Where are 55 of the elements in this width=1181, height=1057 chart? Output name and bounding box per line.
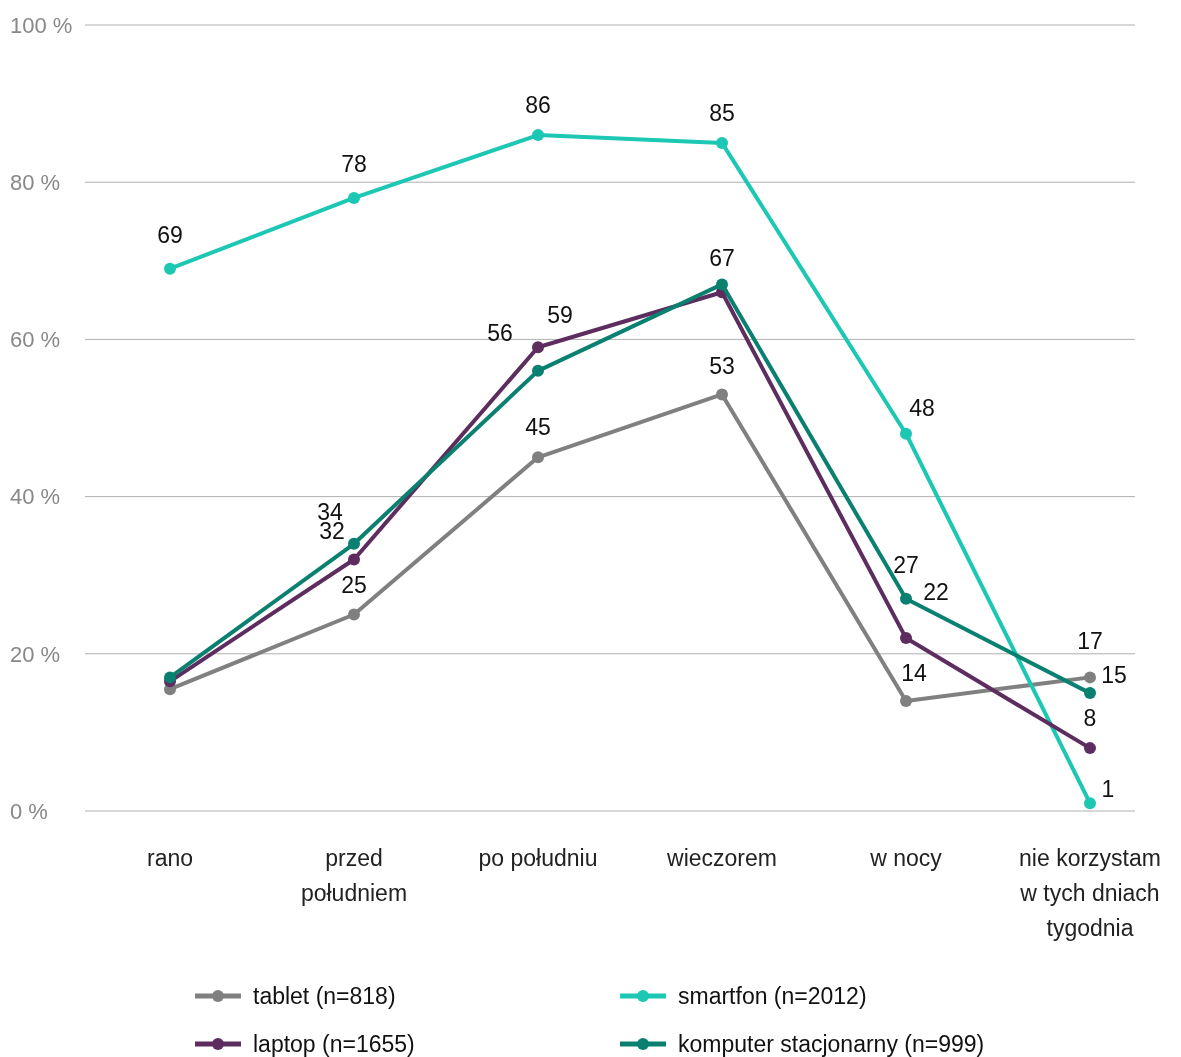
data-label: 53 — [709, 353, 735, 380]
legend-label: smartfon (n=2012) — [678, 983, 867, 1010]
point — [900, 592, 912, 605]
y-tick-label: 60 % — [10, 327, 61, 353]
data-label: 1 — [1101, 776, 1115, 803]
point — [348, 553, 360, 566]
point — [348, 537, 360, 550]
legend-label: laptop (n=1655) — [253, 1031, 415, 1057]
data-label: 8 — [1083, 705, 1097, 732]
point — [164, 262, 176, 275]
data-label: 78 — [341, 150, 367, 177]
point — [348, 608, 360, 621]
point — [900, 694, 912, 707]
point — [1084, 742, 1096, 755]
legend-label: tablet (n=818) — [253, 983, 396, 1010]
point — [532, 451, 544, 464]
point — [348, 191, 360, 204]
point — [532, 364, 544, 377]
x-tick-label: przed południem — [300, 845, 408, 906]
data-label: 45 — [525, 414, 551, 441]
data-label: 59 — [547, 302, 573, 329]
point — [900, 427, 912, 440]
y-tick-label: 40 % — [10, 484, 61, 510]
x-tick-label: wieczorem — [666, 845, 777, 871]
point — [716, 388, 728, 401]
point — [1084, 687, 1096, 700]
data-label: 48 — [909, 394, 935, 421]
data-label: 14 — [901, 659, 927, 686]
x-tick-label: rano — [146, 845, 194, 871]
data-label: 69 — [157, 221, 183, 248]
y-tick-label: 100 % — [10, 12, 73, 38]
x-tick-label: po południu — [478, 845, 598, 871]
data-label: 67 — [709, 245, 735, 272]
y-tick-label: 0 % — [10, 798, 48, 824]
data-label: 86 — [525, 92, 551, 119]
data-label: 85 — [709, 99, 735, 126]
legend-label: komputer stacjonarny (n=999) — [678, 1031, 985, 1057]
point — [1084, 671, 1096, 684]
x-tick-label: nie korzystam w tych dniach tygodnia — [1019, 845, 1161, 941]
point — [716, 136, 728, 149]
point — [532, 341, 544, 354]
data-label: 22 — [923, 579, 949, 606]
data-label: 56 — [487, 319, 513, 346]
y-tick-label: 80 % — [10, 169, 61, 195]
x-tick-label: w nocy — [869, 845, 943, 871]
point — [532, 129, 544, 142]
point — [1084, 797, 1096, 810]
y-tick-label: 20 % — [10, 641, 61, 667]
data-label: 27 — [893, 551, 919, 578]
point — [164, 671, 176, 684]
data-label: 15 — [1101, 662, 1127, 689]
data-label: 17 — [1077, 628, 1103, 655]
point — [716, 278, 728, 291]
point — [900, 632, 912, 645]
data-label: 25 — [341, 571, 367, 598]
